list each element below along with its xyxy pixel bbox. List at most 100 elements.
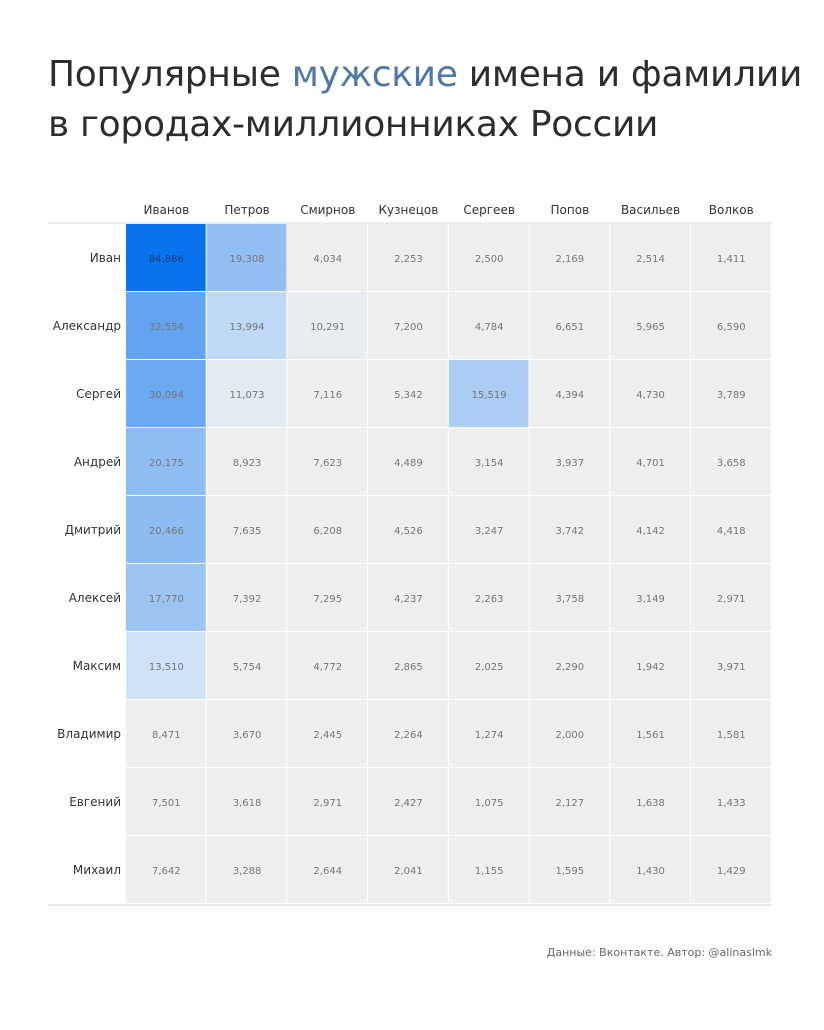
heatmap-cell <box>448 292 529 359</box>
heatmap-cell <box>368 564 448 631</box>
cell-value-label: 20,175 <box>149 458 184 469</box>
heatmap-cell <box>206 224 287 291</box>
heatmap-cell <box>206 564 287 631</box>
heatmap-cell <box>529 836 610 903</box>
heatmap-cell <box>368 292 448 359</box>
heatmap-cell <box>206 428 287 495</box>
cell-value-label: 1,942 <box>636 662 665 673</box>
cell-value-label: 13,994 <box>230 322 265 333</box>
heatmap-cell <box>690 292 771 359</box>
heatmap-cell <box>610 224 690 291</box>
cell-value-label: 4,394 <box>556 390 585 401</box>
cell-value-label: 1,638 <box>636 798 665 809</box>
heatmap-cell <box>126 224 206 291</box>
cell-value-label: 1,411 <box>717 254 746 265</box>
heatmap-cell <box>448 360 529 427</box>
heatmap-cell <box>126 496 206 563</box>
cell-value-label: 1,274 <box>475 730 504 741</box>
cell-value-label: 7,623 <box>313 458 342 469</box>
heatmap-cell <box>448 224 529 291</box>
cell-value-label: 2,253 <box>394 254 423 265</box>
cell-value-label: 3,247 <box>475 526 504 537</box>
heatmap-cell <box>690 224 771 291</box>
cell-value-label: 3,149 <box>636 594 665 605</box>
cell-value-label: 30,094 <box>149 390 184 401</box>
cell-value-label: 1,429 <box>717 866 746 877</box>
row-header: Андрей <box>74 455 121 469</box>
heatmap-cell <box>448 700 529 767</box>
cell-value-label: 2,290 <box>556 662 585 673</box>
heatmap-cell <box>690 768 771 835</box>
cell-value-label: 3,154 <box>475 458 504 469</box>
cell-value-label: 3,971 <box>717 662 746 673</box>
cell-value-label: 3,789 <box>717 390 746 401</box>
heatmap-cell <box>287 224 368 291</box>
heatmap-cell <box>610 836 690 903</box>
cell-value-label: 6,590 <box>717 322 746 333</box>
row-header: Евгений <box>69 795 121 809</box>
heatmap-cell <box>448 836 529 903</box>
cell-value-label: 2,865 <box>394 662 423 673</box>
heatmap-cell <box>126 428 206 495</box>
heatmap-cell <box>690 836 771 903</box>
cell-value-label: 7,642 <box>152 866 181 877</box>
cell-value-label: 3,758 <box>556 594 585 605</box>
cell-value-label: 4,418 <box>717 526 746 537</box>
heatmap-cell <box>287 836 368 903</box>
cell-value-label: 3,670 <box>233 730 262 741</box>
heatmap-cell <box>368 700 448 767</box>
cell-value-label: 4,772 <box>313 662 342 673</box>
heatmap-cell <box>529 360 610 427</box>
heatmap-cell <box>690 632 771 699</box>
cell-value-label: 10,291 <box>310 322 345 333</box>
cell-value-label: 1,561 <box>636 730 665 741</box>
heatmap-cell <box>206 836 287 903</box>
heatmap-cell <box>368 428 448 495</box>
cell-value-label: 84,886 <box>149 254 184 265</box>
cell-value-label: 1,430 <box>636 866 665 877</box>
cell-value-label: 11,073 <box>230 390 265 401</box>
heatmap-cell <box>448 428 529 495</box>
title-text-end: имена и фамилии <box>457 54 803 95</box>
heatmap-cell <box>529 496 610 563</box>
cell-value-label: 2,025 <box>475 662 504 673</box>
cell-value-label: 5,342 <box>394 390 423 401</box>
heatmap-cell <box>368 836 448 903</box>
heatmap-cell <box>610 360 690 427</box>
heatmap-cell <box>690 496 771 563</box>
cell-value-label: 2,000 <box>556 730 585 741</box>
cell-value-label: 2,127 <box>556 798 585 809</box>
cell-value-label: 20,466 <box>149 526 184 537</box>
heatmap-cell <box>126 360 206 427</box>
heatmap-cell <box>448 632 529 699</box>
cell-value-label: 3,658 <box>717 458 746 469</box>
heatmap-cell <box>126 836 206 903</box>
column-header: Кузнецов <box>379 203 439 217</box>
heatmap-cell <box>529 224 610 291</box>
row-header: Максим <box>73 659 121 673</box>
cell-value-label: 3,288 <box>233 866 262 877</box>
heatmap-cell <box>448 564 529 631</box>
heatmap-cell <box>610 632 690 699</box>
column-header: Васильев <box>621 203 680 217</box>
cell-value-label: 2,264 <box>394 730 423 741</box>
heatmap-cell <box>206 496 287 563</box>
heatmap-cell <box>287 496 368 563</box>
cell-value-label: 2,445 <box>313 730 342 741</box>
heatmap-cell <box>368 496 448 563</box>
row-header: Михаил <box>73 863 121 877</box>
cell-value-label: 7,501 <box>152 798 181 809</box>
heatmap-cell <box>448 768 529 835</box>
heatmap-cell <box>610 564 690 631</box>
cell-value-label: 5,754 <box>233 662 262 673</box>
cell-value-label: 2,514 <box>636 254 665 265</box>
heatmap-cell <box>610 292 690 359</box>
column-header: Сергеев <box>463 203 515 217</box>
column-header: Волков <box>709 203 754 217</box>
cell-value-label: 13,510 <box>149 662 184 673</box>
heatmap-cell <box>206 360 287 427</box>
cell-value-label: 2,427 <box>394 798 423 809</box>
cell-value-label: 7,392 <box>233 594 262 605</box>
cell-value-label: 2,971 <box>313 798 342 809</box>
